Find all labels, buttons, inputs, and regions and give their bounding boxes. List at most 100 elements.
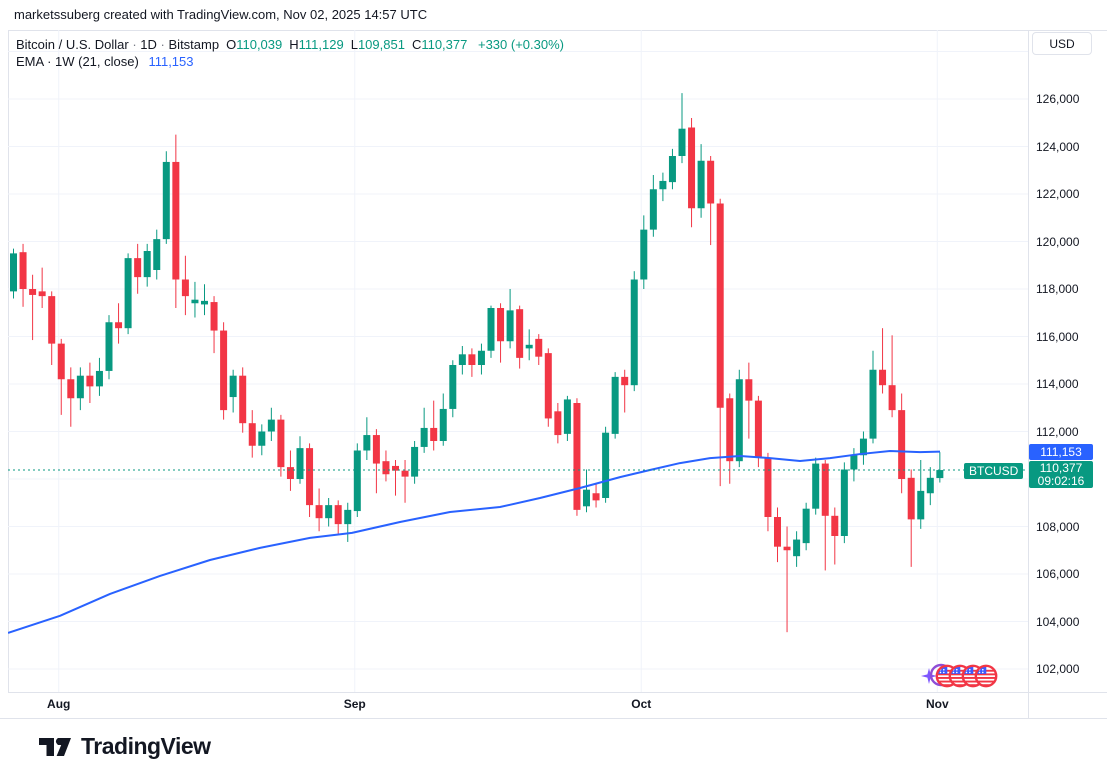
candle[interactable] bbox=[936, 452, 944, 483]
candle[interactable] bbox=[29, 274, 37, 341]
candle[interactable] bbox=[764, 452, 772, 532]
candle[interactable] bbox=[220, 322, 228, 420]
candle[interactable] bbox=[898, 393, 906, 494]
candle[interactable] bbox=[48, 291, 56, 365]
candle[interactable] bbox=[372, 429, 380, 494]
candle[interactable] bbox=[707, 156, 715, 246]
candle[interactable] bbox=[334, 500, 342, 534]
candle[interactable] bbox=[401, 460, 409, 503]
candle[interactable] bbox=[802, 502, 810, 551]
candle[interactable] bbox=[363, 417, 371, 460]
candle[interactable] bbox=[449, 360, 457, 418]
candle[interactable] bbox=[229, 369, 237, 413]
candle[interactable] bbox=[248, 410, 256, 458]
candle[interactable] bbox=[420, 407, 428, 453]
candle[interactable] bbox=[831, 507, 839, 565]
candle[interactable] bbox=[382, 450, 390, 482]
candle[interactable] bbox=[267, 407, 275, 441]
candle[interactable] bbox=[621, 369, 629, 413]
candle[interactable] bbox=[344, 502, 352, 542]
candle[interactable] bbox=[95, 357, 103, 396]
candle[interactable] bbox=[143, 243, 151, 287]
candle[interactable] bbox=[38, 267, 46, 308]
timeframe-label[interactable]: 1D bbox=[140, 37, 157, 52]
candle[interactable] bbox=[917, 460, 925, 529]
candle[interactable] bbox=[430, 400, 438, 451]
candle[interactable] bbox=[774, 507, 781, 563]
candle[interactable] bbox=[458, 346, 466, 375]
candle[interactable] bbox=[487, 305, 495, 358]
candle[interactable] bbox=[353, 443, 361, 517]
candle[interactable] bbox=[516, 305, 524, 369]
candle[interactable] bbox=[191, 281, 199, 318]
candle[interactable] bbox=[783, 526, 791, 633]
candle[interactable] bbox=[888, 335, 896, 418]
candle[interactable] bbox=[258, 424, 266, 456]
candle[interactable] bbox=[162, 151, 170, 244]
candle[interactable] bbox=[506, 289, 514, 349]
candle[interactable] bbox=[640, 215, 648, 289]
candle[interactable] bbox=[592, 483, 600, 508]
candle[interactable] bbox=[793, 531, 801, 567]
price-axis-separator[interactable] bbox=[1028, 30, 1029, 718]
candle[interactable] bbox=[286, 450, 294, 491]
candle[interactable] bbox=[67, 367, 75, 427]
candle[interactable] bbox=[115, 303, 123, 344]
candle[interactable] bbox=[239, 367, 247, 433]
candle[interactable] bbox=[392, 460, 399, 496]
candle[interactable] bbox=[668, 148, 676, 190]
candle[interactable] bbox=[879, 328, 887, 394]
candle[interactable] bbox=[439, 393, 447, 446]
candle[interactable] bbox=[525, 329, 533, 361]
candle[interactable] bbox=[735, 369, 743, 468]
candle[interactable] bbox=[134, 243, 142, 294]
candle[interactable] bbox=[869, 350, 877, 444]
currency-usd-button[interactable]: USD bbox=[1032, 32, 1092, 55]
candle[interactable] bbox=[19, 243, 27, 307]
candle[interactable] bbox=[573, 398, 581, 516]
candle[interactable] bbox=[812, 457, 820, 515]
candle[interactable] bbox=[821, 460, 829, 571]
candle[interactable] bbox=[745, 362, 753, 439]
candle[interactable] bbox=[544, 348, 552, 427]
candle[interactable] bbox=[201, 284, 208, 316]
candle[interactable] bbox=[468, 348, 476, 377]
sticker-cluster[interactable] bbox=[918, 660, 1010, 694]
candle[interactable] bbox=[859, 431, 867, 465]
candle[interactable] bbox=[277, 414, 285, 477]
candle[interactable] bbox=[611, 372, 619, 439]
candlestick-chart[interactable] bbox=[8, 30, 1028, 692]
candle[interactable] bbox=[659, 172, 667, 202]
candle[interactable] bbox=[678, 93, 686, 164]
candle[interactable] bbox=[535, 334, 543, 365]
candle[interactable] bbox=[411, 441, 419, 484]
candle[interactable] bbox=[124, 253, 132, 335]
ema-line[interactable] bbox=[8, 449, 941, 634]
candle[interactable] bbox=[10, 248, 17, 299]
tradingview-logo[interactable]: TradingView bbox=[38, 733, 211, 760]
candle[interactable] bbox=[181, 255, 189, 316]
candle[interactable] bbox=[840, 462, 848, 544]
candle[interactable] bbox=[688, 118, 696, 228]
candle[interactable] bbox=[210, 296, 218, 354]
time-axis-separator[interactable] bbox=[8, 692, 1107, 693]
candle[interactable] bbox=[325, 498, 333, 527]
candle[interactable] bbox=[926, 467, 934, 506]
candle[interactable] bbox=[850, 448, 858, 482]
candle[interactable] bbox=[630, 271, 638, 392]
candle[interactable] bbox=[86, 362, 94, 403]
candle[interactable] bbox=[649, 175, 657, 237]
candle[interactable] bbox=[697, 144, 705, 218]
candle[interactable] bbox=[554, 403, 562, 444]
candle[interactable] bbox=[726, 393, 734, 484]
candle[interactable] bbox=[583, 469, 590, 513]
candle[interactable] bbox=[497, 303, 505, 363]
indicator-legend-row[interactable]: EMA · 1W (21, close) 111,153 bbox=[16, 53, 564, 70]
candle[interactable] bbox=[754, 395, 762, 468]
indicator-title[interactable]: EMA · 1W (21, close) bbox=[16, 54, 139, 69]
candle[interactable] bbox=[315, 488, 323, 532]
candle[interactable] bbox=[57, 338, 65, 415]
candle[interactable] bbox=[76, 367, 84, 411]
candle[interactable] bbox=[105, 315, 113, 380]
candle[interactable] bbox=[306, 443, 314, 517]
